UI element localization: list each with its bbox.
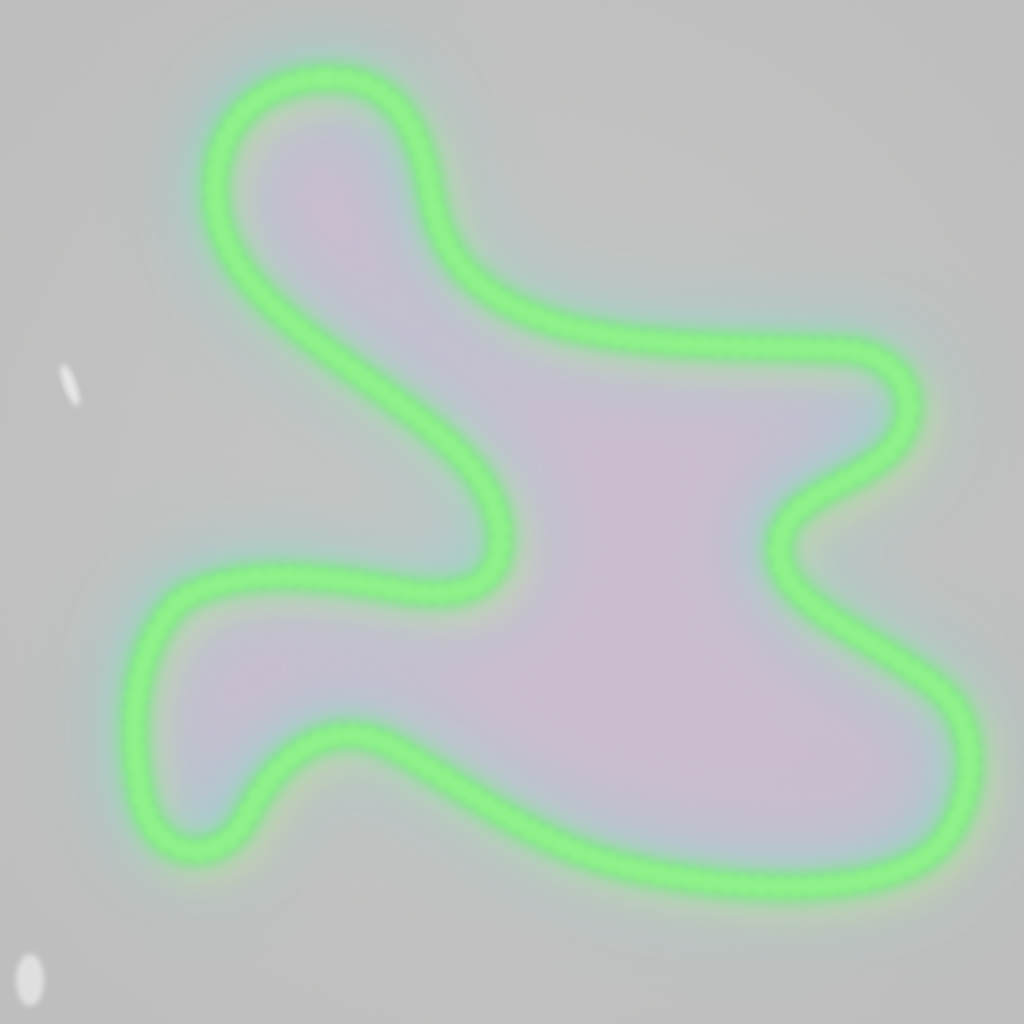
- speck-bottom-left: [16, 954, 44, 1006]
- speck-left: [60, 364, 80, 406]
